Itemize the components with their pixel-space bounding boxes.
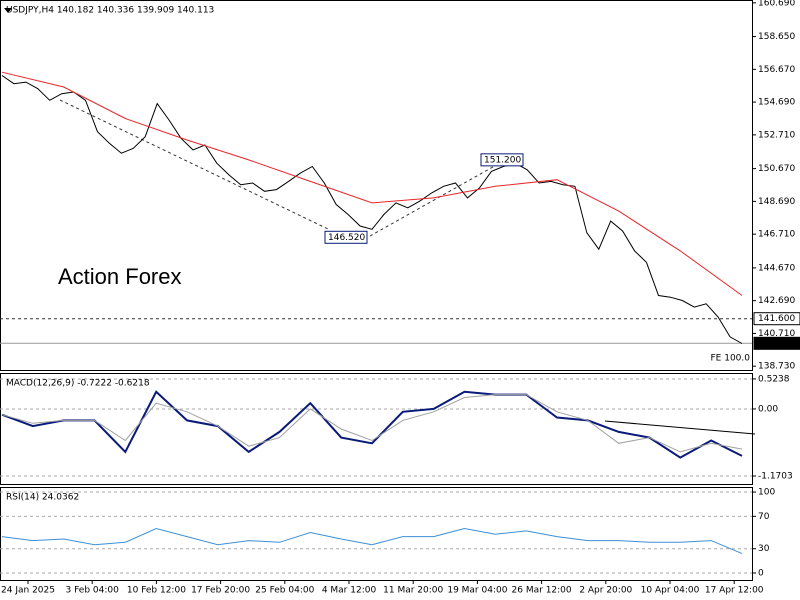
x-tick-label: 24 Jan 2025 [1,586,55,596]
rsi-panel [0,487,753,581]
y-tick-label: 142.690 [758,296,795,306]
y-tick-label: 30 [758,544,770,554]
x-tick-label: 10 Apr 04:00 [641,586,700,596]
series-line [1,71,743,296]
level-label: 140.113 [758,339,795,349]
y-tick-label: -1.1703 [758,471,793,481]
y-tick-label: 148.690 [758,197,795,207]
x-tick-label: 17 Apr 12:00 [705,586,764,596]
fe-label: FE 100.0 [711,354,751,364]
x-tick-label: 4 Mar 12:00 [322,586,377,596]
series-line [1,527,743,555]
x-tick-label: 2 Apr 20:00 [579,586,632,596]
annotation-box [480,153,524,167]
y-tick-label: 0.5238 [758,374,790,384]
series-line [1,394,743,453]
price-panel [0,0,753,371]
y-tick-label: 0.00 [758,404,778,414]
y-tick-label: 70 [758,512,770,522]
menu-arrow[interactable] [4,8,12,13]
annotation-label: 146.520 [328,233,365,243]
y-tick-label: 138.730 [758,362,795,372]
panel-title: USDJPY,H4 140.182 140.336 139.909 140.11… [6,6,214,16]
macd-trendline [604,420,756,435]
y-tick-label: 100 [758,488,775,498]
macd-panel [0,373,753,485]
level-tag [753,312,800,326]
y-tick-label: 150.670 [758,164,795,174]
panel-title: RSI(14) 24.0362 [6,493,79,503]
y-tick-label: 160.690 [758,0,795,8]
series-line [1,75,743,344]
annotation-label: 151.200 [484,155,521,165]
panel-title: MACD(12,26,9) -0.7222 -0.6218 [6,379,150,389]
x-tick-label: 10 Feb 12:00 [127,586,186,596]
annotation-box [324,230,368,244]
x-tick-label: 19 Mar 04:00 [447,586,507,596]
x-tick-label: 17 Feb 20:00 [191,586,250,596]
y-tick-label: 140.710 [758,329,795,339]
y-tick-label: 144.670 [758,263,795,273]
x-tick-label: 25 Feb 04:00 [255,586,314,596]
wave-line [369,162,501,237]
watermark: Action Forex [58,264,182,289]
x-tick-label: 3 Feb 04:00 [66,586,120,596]
y-tick-label: 0 [758,569,764,579]
y-tick-label: 152.710 [758,130,795,140]
y-tick-label: 154.690 [758,98,795,108]
x-tick-label: 26 Mar 12:00 [512,586,572,596]
y-tick-label: 156.670 [758,65,795,75]
level-label: 141.600 [758,314,795,324]
level-tag [753,336,800,350]
series-line [1,390,743,459]
y-tick-label: 158.650 [758,32,795,42]
y-tick-label: 146.710 [758,230,795,240]
wave-line [59,99,331,231]
x-tick-label: 11 Mar 20:00 [383,586,443,596]
